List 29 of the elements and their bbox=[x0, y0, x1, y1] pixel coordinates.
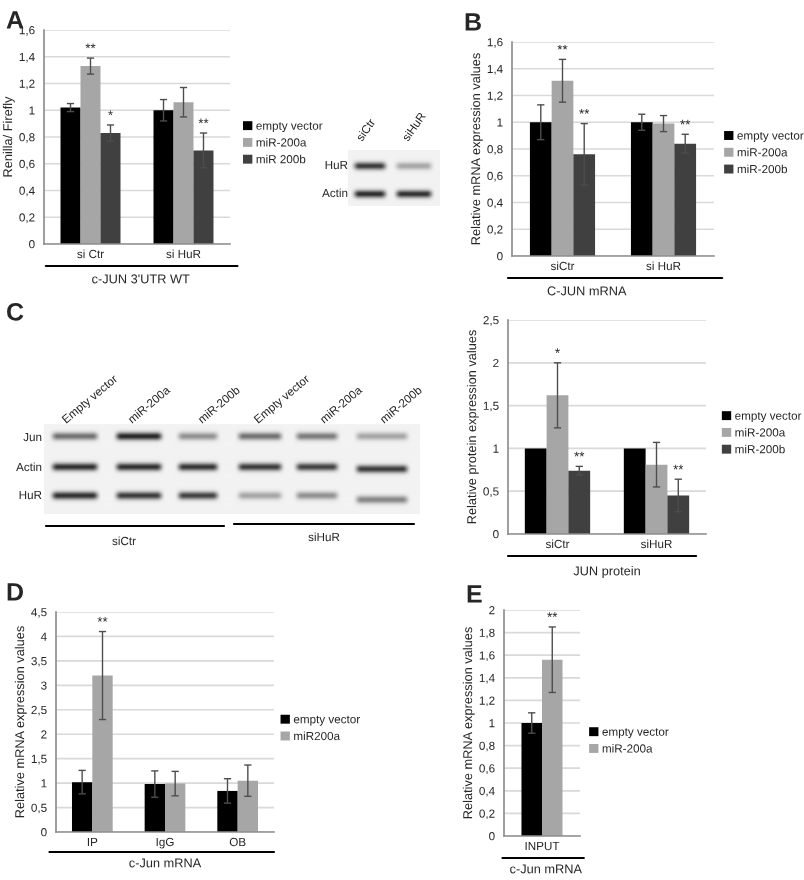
bar bbox=[173, 102, 194, 244]
bar bbox=[529, 122, 552, 256]
bar bbox=[652, 123, 675, 256]
bar bbox=[630, 122, 653, 256]
bar bbox=[153, 110, 174, 244]
bar bbox=[71, 782, 93, 832]
bar bbox=[645, 464, 668, 534]
bar bbox=[217, 790, 238, 832]
bar bbox=[193, 150, 214, 244]
bar bbox=[237, 780, 259, 832]
bar bbox=[80, 66, 101, 244]
bar bbox=[144, 784, 165, 832]
chart-title: D bbox=[7, 583, 23, 601]
bar bbox=[165, 783, 186, 832]
bar bbox=[100, 132, 121, 244]
chart-title: A bbox=[6, 11, 24, 29]
bar bbox=[524, 448, 547, 534]
bar bbox=[568, 470, 591, 534]
bar bbox=[674, 143, 697, 256]
text: C bbox=[7, 303, 24, 321]
bar bbox=[667, 495, 690, 534]
bar bbox=[573, 154, 596, 256]
bar bbox=[551, 80, 574, 256]
bar bbox=[546, 395, 569, 534]
bar bbox=[92, 675, 113, 832]
chart-title: E bbox=[467, 585, 482, 603]
chart-title: B bbox=[465, 13, 481, 31]
bar bbox=[623, 448, 646, 534]
bar bbox=[60, 107, 81, 244]
